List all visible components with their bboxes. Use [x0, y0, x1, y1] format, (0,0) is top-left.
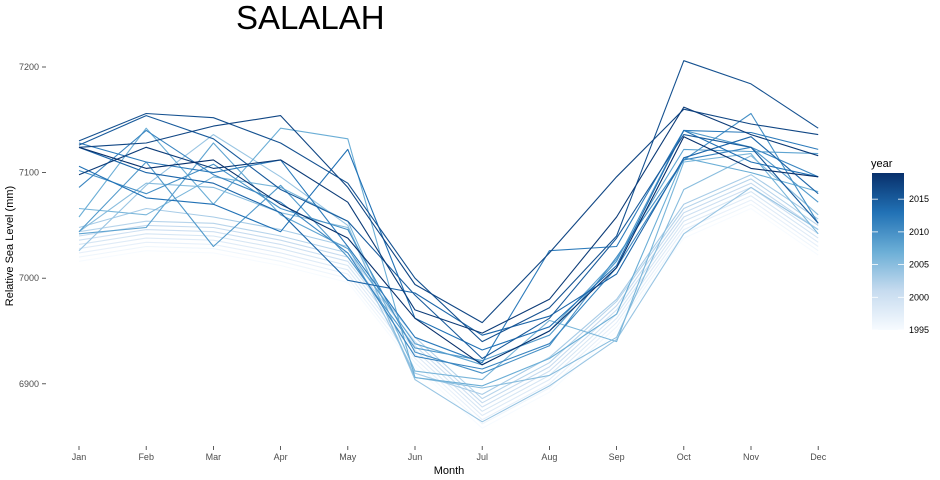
series-line-1998	[78, 195, 819, 417]
x-tick-label: Jun	[408, 452, 423, 462]
x-tick-label: Feb	[138, 452, 154, 462]
x-tick-label: May	[339, 452, 357, 462]
x-tick-label: Oct	[677, 452, 692, 462]
x-tick-label: Mar	[206, 452, 222, 462]
x-tick-label: Nov	[743, 452, 760, 462]
legend-color-bar	[872, 173, 904, 330]
x-tick-label: Jul	[476, 452, 488, 462]
series-line-2000	[78, 186, 819, 408]
series-line-1996	[78, 203, 819, 425]
series-line-2009	[78, 129, 819, 362]
x-tick-label: Aug	[541, 452, 557, 462]
series-line-2019	[78, 136, 819, 366]
series-line-2005	[78, 155, 819, 389]
y-tick-label: 7000	[19, 273, 39, 283]
x-axis: Jan Feb Mar Apr May Jun Jul Aug Sep Oct Nov Dec	[72, 446, 827, 462]
series-line-2002	[78, 178, 819, 400]
legend-tick-label: 1995	[909, 325, 929, 335]
series-line-1997	[78, 199, 819, 421]
y-axis: 6900 7000 7100 7200	[19, 62, 46, 389]
color-legend: year 1995 2000 2005 2010 2015	[871, 158, 929, 335]
series-line-2004	[78, 134, 819, 423]
x-tick-label: Sep	[609, 452, 625, 462]
series-line-2015	[78, 115, 819, 360]
series-line-2014	[78, 136, 819, 336]
y-tick-label: 6900	[19, 379, 39, 389]
series-line-2007	[78, 127, 819, 387]
series-line-2011	[78, 129, 819, 370]
legend-tick-label: 2000	[909, 292, 929, 302]
x-axis-title: Month	[434, 465, 465, 477]
chart-title: SALALAH	[236, 0, 385, 36]
series-line-2006	[78, 153, 819, 381]
y-axis-title: Relative Sea Level (mm)	[4, 186, 16, 306]
x-tick-label: Dec	[810, 452, 827, 462]
legend-tick-label: 2005	[909, 260, 929, 270]
y-tick-label: 7100	[19, 168, 39, 178]
series-line-2018	[78, 106, 819, 334]
x-tick-label: Apr	[274, 452, 288, 462]
series-line-1995	[78, 207, 819, 429]
legend-title: year	[871, 158, 893, 170]
legend-tick-label: 2010	[909, 227, 929, 237]
series-lines	[78, 60, 819, 429]
series-line-2003	[78, 174, 819, 395]
series-line-2008	[78, 142, 819, 366]
series-line-2001	[78, 182, 819, 404]
series-line-2013	[78, 129, 819, 351]
y-tick-label: 7200	[19, 62, 39, 72]
series-line-1999	[78, 191, 819, 412]
series-line-2012	[78, 129, 819, 364]
series-line-2016	[78, 60, 819, 343]
x-tick-label: Jan	[72, 452, 87, 462]
legend-tick-label: 2015	[909, 194, 929, 204]
legend-ticks: 1995 2000 2005 2010 2015	[872, 194, 929, 335]
